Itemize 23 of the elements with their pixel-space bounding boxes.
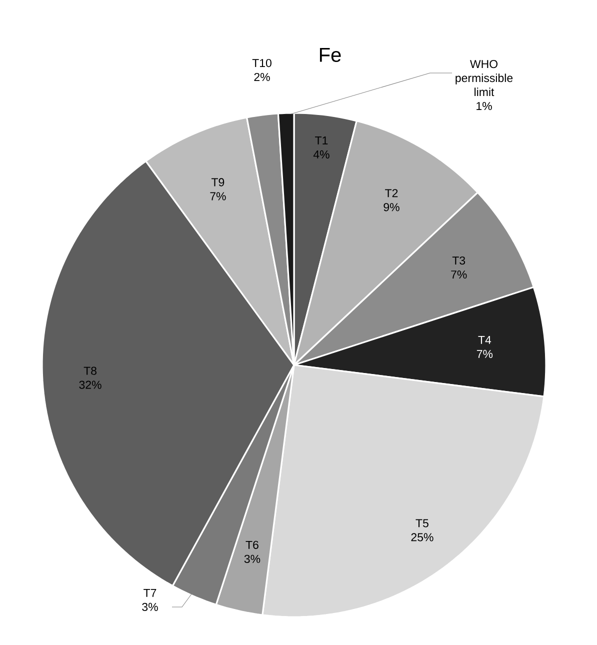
slice-label: T3 xyxy=(452,256,466,265)
data-label: 7% xyxy=(210,192,226,200)
data-label: 9% xyxy=(384,203,400,212)
data-label: 4% xyxy=(313,150,330,158)
slice-label: WHO permissible limit xyxy=(456,60,513,96)
slice-label: T9 xyxy=(211,178,224,186)
slice-label: T8 xyxy=(84,366,96,375)
data-label: 1% xyxy=(476,102,492,110)
data-label: 25% xyxy=(411,533,434,542)
data-label: 3% xyxy=(142,602,158,612)
slice-label: T2 xyxy=(385,189,398,198)
slice-label: T6 xyxy=(246,540,258,549)
slice-label: T4 xyxy=(478,336,492,344)
chart-title: Fe xyxy=(320,48,341,62)
slice-label: T5 xyxy=(416,519,428,528)
slice-label: T1 xyxy=(315,136,328,144)
data-label: 7% xyxy=(451,270,467,279)
legend-label: T7 xyxy=(144,588,156,597)
data-label: 32% xyxy=(79,380,102,389)
slice-label: T10 xyxy=(252,58,272,68)
data-label: 3% xyxy=(244,554,260,563)
data-label: 2% xyxy=(254,72,270,82)
data-label: 7% xyxy=(476,350,493,358)
